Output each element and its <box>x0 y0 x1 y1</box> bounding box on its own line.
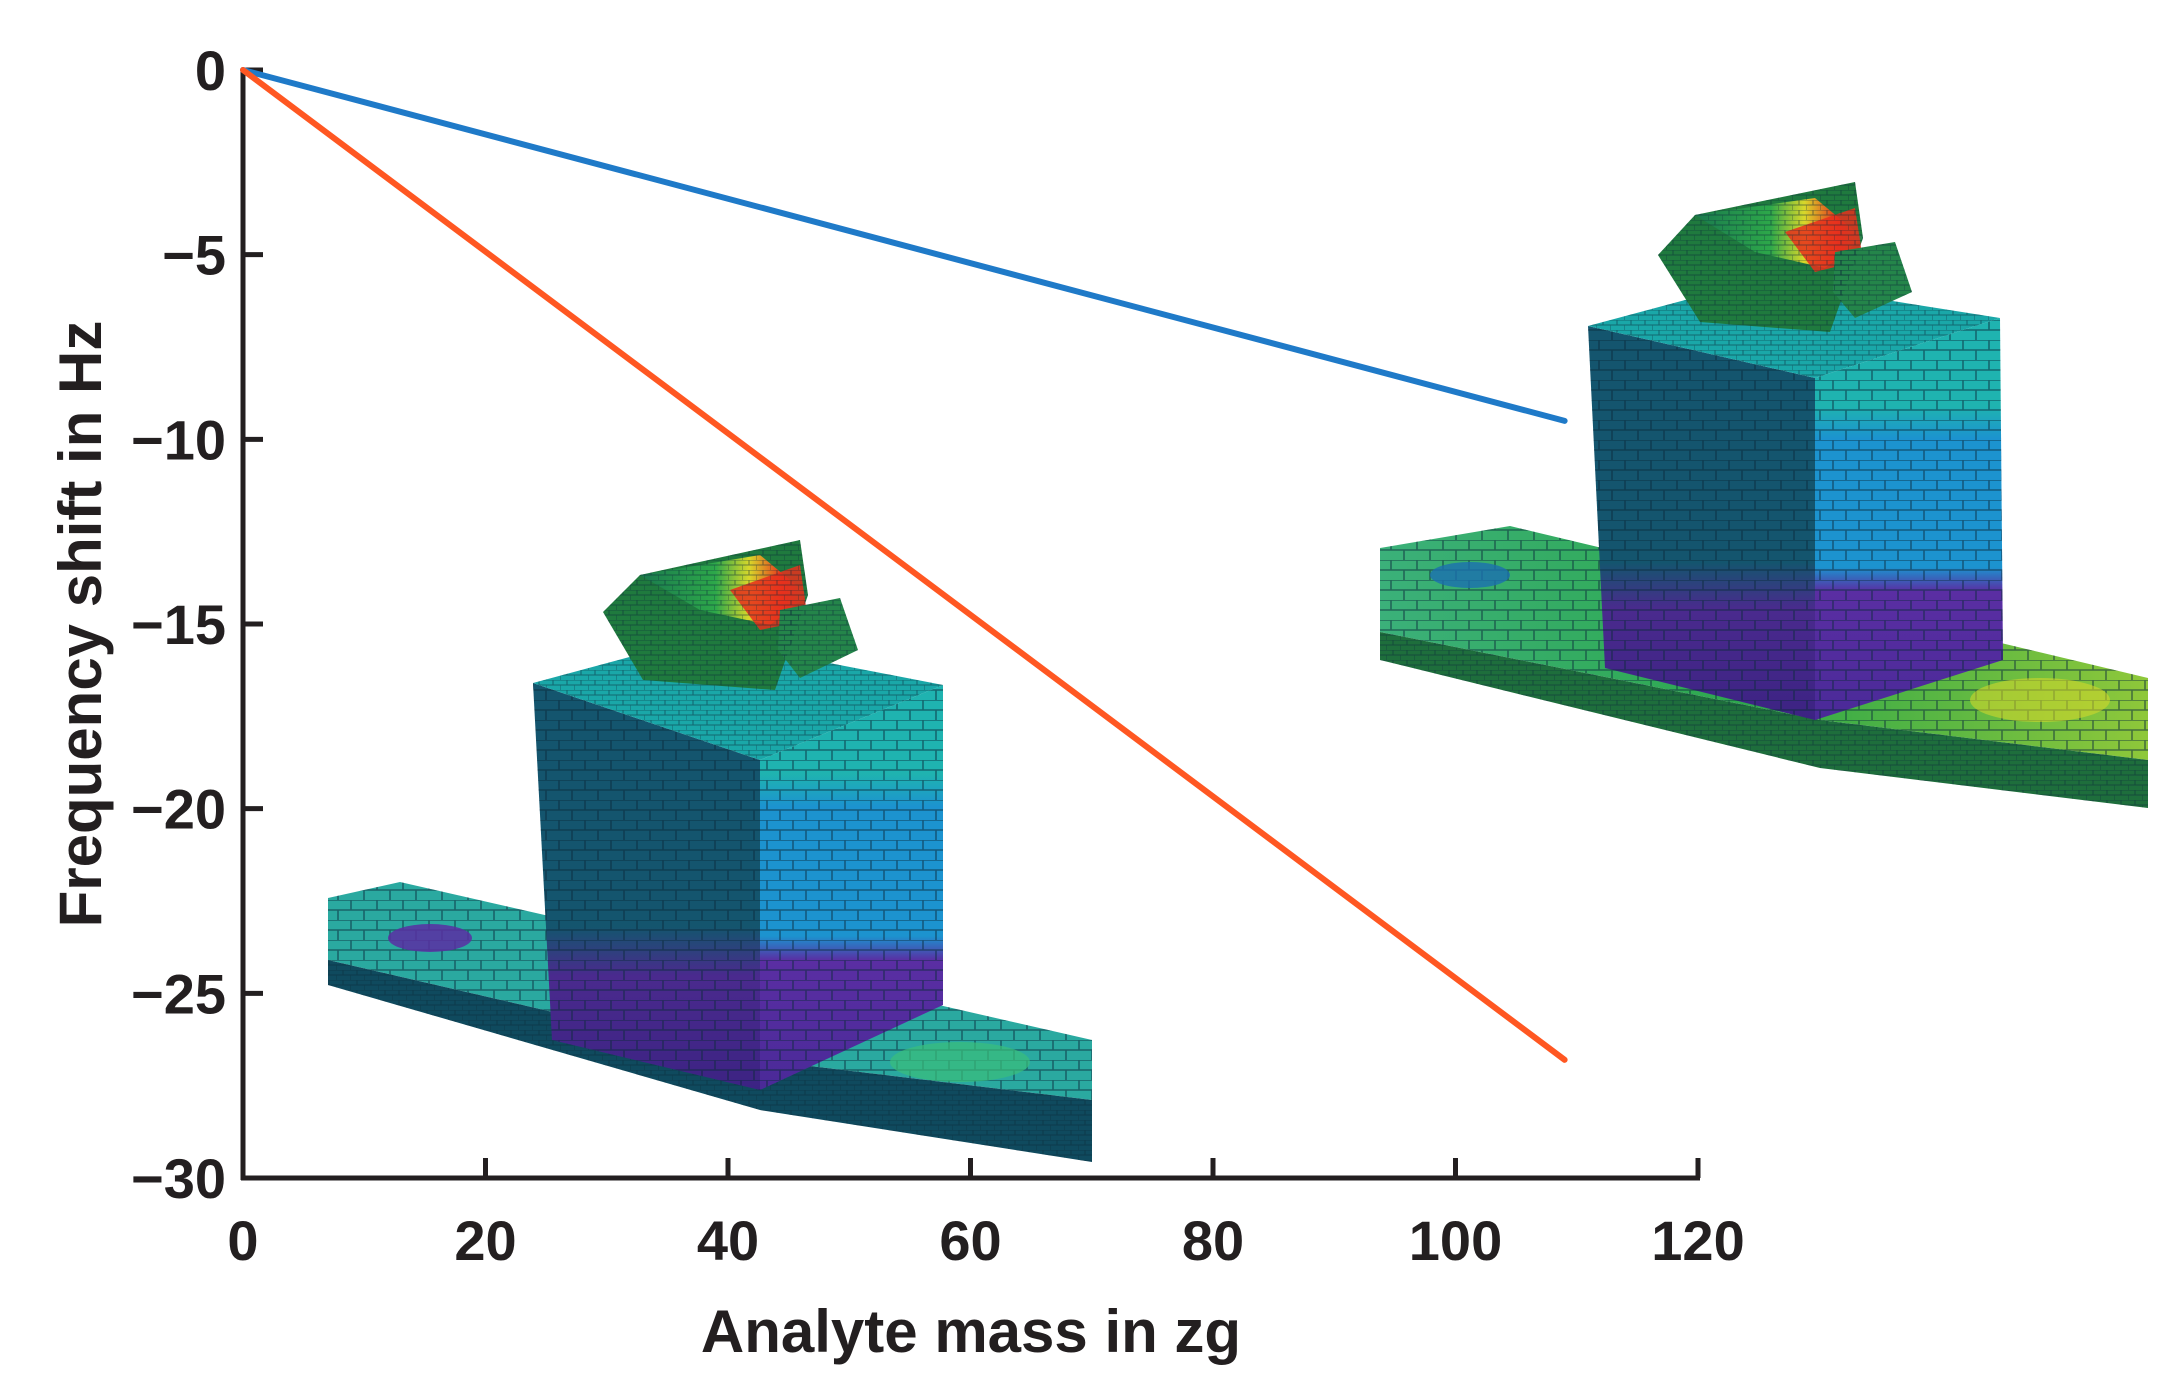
fem-mesh-resonator-small <box>1380 182 2148 808</box>
series-group <box>240 67 1568 1063</box>
x-ticks: 0 20 40 60 80 100 120 <box>227 1158 1745 1272</box>
x-tick-label: 20 <box>454 1209 516 1272</box>
x-tick-label: 120 <box>1651 1209 1744 1272</box>
y-tick-label: −20 <box>131 778 226 841</box>
x-tick-label: 80 <box>1182 1209 1244 1272</box>
y-ticks: 0 −5 −10 −15 −20 −25 −30 <box>131 39 263 1210</box>
fem-mesh-resonator-large <box>328 540 1092 1162</box>
y-axis-title: Frequency shift in Hz <box>47 321 114 928</box>
x-tick-label: 100 <box>1409 1209 1502 1272</box>
x-tick-label: 40 <box>697 1209 759 1272</box>
y-tick-label: −15 <box>131 593 226 656</box>
x-tick-label: 60 <box>939 1209 1001 1272</box>
y-tick-label: −25 <box>131 962 226 1025</box>
y-tick-label: −30 <box>131 1147 226 1210</box>
series-line-orange <box>240 67 1568 1063</box>
y-tick-label: −5 <box>162 224 226 287</box>
y-tick-label: −10 <box>131 408 226 471</box>
y-tick-label: 0 <box>195 39 226 102</box>
x-tick-label: 0 <box>227 1209 258 1272</box>
x-axis-title: Analyte mass in zg <box>701 1298 1241 1365</box>
series-line-blue <box>240 67 1568 424</box>
